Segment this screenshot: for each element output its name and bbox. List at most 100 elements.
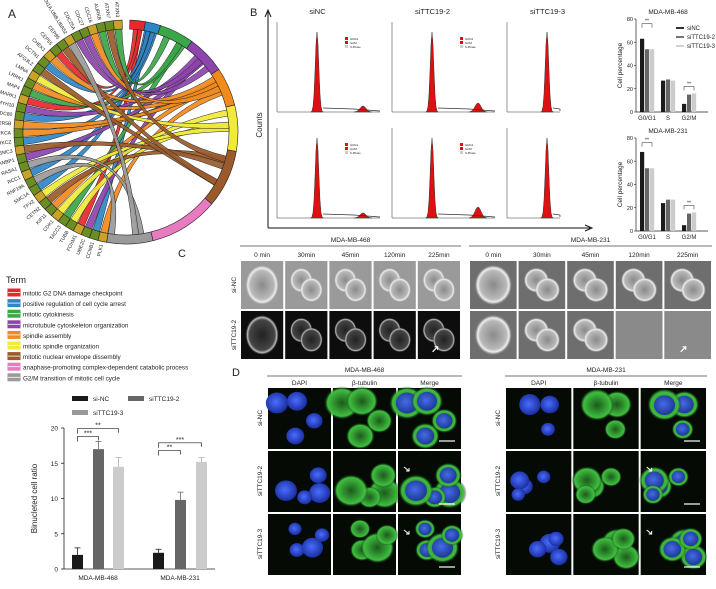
error-bar bbox=[198, 457, 205, 462]
tubulin-signal bbox=[604, 419, 627, 440]
legend-item: microtubule cytoskeleton organization bbox=[23, 322, 129, 329]
y-tick-label: 10 bbox=[51, 496, 59, 503]
arrow-icon bbox=[646, 529, 653, 535]
gene-label: UBE2C bbox=[76, 238, 88, 256]
fluorescence-image bbox=[506, 451, 572, 512]
microscopy-image bbox=[329, 311, 372, 359]
s-phase-trace bbox=[552, 107, 561, 111]
fluorescence-image bbox=[268, 451, 331, 512]
y-tick-label: 15 bbox=[51, 461, 59, 468]
hist-legend-swatch bbox=[460, 151, 463, 154]
significance-label: ** bbox=[95, 423, 101, 430]
hist-legend-label: S-Phase bbox=[465, 45, 476, 49]
fluorescence-image bbox=[388, 386, 461, 450]
chord-ribbon bbox=[50, 56, 217, 104]
microscopy-image bbox=[417, 261, 460, 309]
y-axis-label: Cell percentage bbox=[617, 161, 624, 207]
g2-peak bbox=[353, 105, 373, 113]
microscopy-image bbox=[470, 311, 517, 359]
microscopy-image bbox=[329, 261, 372, 309]
error-bar bbox=[74, 547, 81, 555]
gene-label: PLK1 bbox=[96, 244, 105, 257]
group-title: MDA-MB-468 bbox=[345, 367, 385, 374]
chart-title: MDA-MB-231 bbox=[648, 128, 688, 135]
counts-label: Counts bbox=[255, 112, 264, 137]
significance-bracket bbox=[641, 23, 653, 28]
panel-label-b: B bbox=[250, 7, 257, 19]
legend-label: si-NC bbox=[93, 396, 110, 403]
hist-legend-swatch bbox=[460, 143, 463, 146]
tubulin-signal bbox=[333, 474, 369, 508]
microscopy-image bbox=[615, 311, 663, 359]
legend-item: mitotic cytokinesis bbox=[23, 312, 74, 319]
hist-legend-label: S-Phase bbox=[350, 151, 361, 155]
microscopy-image bbox=[518, 311, 566, 359]
tubulin-signal bbox=[365, 408, 393, 434]
significance-bracket bbox=[77, 428, 119, 434]
nucleus bbox=[550, 548, 568, 566]
fluorescence-image bbox=[640, 388, 706, 449]
cell bbox=[245, 314, 279, 356]
nucleus bbox=[286, 391, 308, 411]
y-tick-label: 60 bbox=[627, 40, 633, 46]
panel-label-c: C bbox=[178, 248, 186, 260]
channel-label: β-tubulin bbox=[352, 380, 377, 387]
gene-segment bbox=[112, 19, 123, 31]
panel-b-cell-cycle-bar-charts: MDA-MB-468 0 20 40 60 80 Cell percentage G0/G1 *… bbox=[617, 9, 716, 241]
nucleus bbox=[405, 480, 427, 501]
bar bbox=[93, 449, 104, 569]
y-axis-label: Cell percentage bbox=[617, 42, 624, 88]
channel-label: DAPI bbox=[292, 380, 307, 387]
bar bbox=[640, 38, 645, 113]
fluorescence-image bbox=[398, 514, 464, 575]
bar bbox=[682, 225, 687, 231]
tubulin-signal bbox=[345, 422, 375, 450]
image-background bbox=[506, 388, 572, 449]
nucleus bbox=[444, 528, 460, 542]
chord-ribbon bbox=[68, 42, 140, 236]
panel-d-immunofluorescence: D MDA-MB-468 DAPI β-tubulin Merge si-NC siTTC1… bbox=[232, 367, 708, 575]
nucleus bbox=[644, 471, 664, 490]
microscopy-image bbox=[373, 261, 416, 309]
panel-label-d: D bbox=[232, 367, 240, 379]
s-phase-trace bbox=[322, 107, 381, 112]
chord-ribbon bbox=[114, 28, 183, 86]
gene-label: CDC27 bbox=[73, 10, 85, 28]
arrow-icon bbox=[403, 529, 410, 535]
hist-legend-label: G2/M bbox=[465, 147, 473, 151]
nucleus bbox=[671, 470, 685, 484]
y-tick-label: 40 bbox=[627, 183, 633, 189]
cell-cycle-chart: MDA-MB-231 0 20 40 60 80 Cell percentage G0/G1 *… bbox=[617, 128, 708, 241]
nucleus bbox=[306, 413, 323, 429]
gene-label: PSMC3 bbox=[0, 149, 13, 158]
g1-peak bbox=[310, 137, 324, 219]
nucleus bbox=[510, 471, 530, 490]
microscopy-image bbox=[373, 311, 416, 359]
hist-legend-label: G0/G1 bbox=[465, 37, 474, 41]
row-label: si-NC bbox=[231, 277, 238, 294]
tubulin-signal bbox=[612, 543, 641, 570]
significance-label: ** bbox=[167, 445, 173, 452]
channel-label: β-tubulin bbox=[593, 380, 618, 387]
hist-legend-swatch bbox=[345, 37, 348, 40]
microscopy-image bbox=[241, 311, 284, 359]
error-bar bbox=[115, 457, 122, 467]
g1-peak bbox=[425, 31, 439, 113]
bar bbox=[175, 499, 186, 569]
nucleus bbox=[675, 422, 690, 436]
tubulin-signal bbox=[345, 386, 379, 417]
s-phase-trace bbox=[437, 213, 496, 218]
x-tick-label: G0/G1 bbox=[638, 235, 656, 241]
legend-item: G2/M transition of mitotic cell cycle bbox=[23, 375, 120, 382]
tubulin-signal bbox=[600, 466, 622, 487]
fluorescence-image bbox=[573, 388, 639, 449]
row-label: si-NC bbox=[257, 410, 264, 427]
s-phase-trace bbox=[322, 213, 381, 218]
row-label: siTTC19-3 bbox=[257, 528, 264, 559]
nucleus bbox=[528, 541, 547, 558]
nucleus bbox=[511, 488, 525, 501]
gene-label: CCNB1 bbox=[85, 241, 96, 259]
